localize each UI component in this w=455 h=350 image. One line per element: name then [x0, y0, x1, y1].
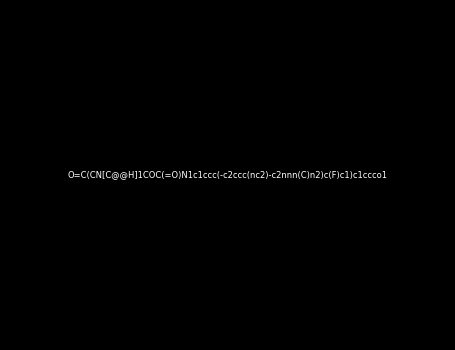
- Text: O=C(CN[C@@H]1COC(=O)N1c1ccc(-c2ccc(nc2)-c2nnn(C)n2)c(F)c1)c1ccco1: O=C(CN[C@@H]1COC(=O)N1c1ccc(-c2ccc(nc2)-…: [67, 170, 388, 180]
